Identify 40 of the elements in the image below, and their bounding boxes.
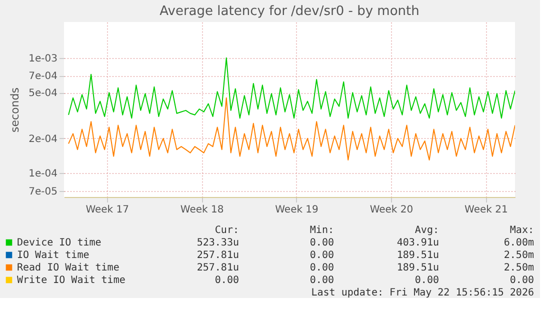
y-tick-label: 1e-04 bbox=[28, 168, 58, 180]
text: 257.81u bbox=[196, 262, 239, 274]
text: 257.81u bbox=[196, 250, 239, 261]
x-tick-label: Week 19 bbox=[275, 204, 318, 216]
y-tick-label: 2e-04 bbox=[28, 134, 58, 145]
text: 2.50m bbox=[504, 250, 534, 261]
x-tick-label: Week 20 bbox=[370, 204, 414, 216]
x-tick-label: Week 21 bbox=[464, 204, 508, 216]
text: 0.00 bbox=[310, 238, 334, 248]
text: 0.00 bbox=[310, 262, 334, 274]
text: 0.00 bbox=[214, 275, 239, 286]
text: 0.00 bbox=[310, 250, 334, 261]
text: Min: bbox=[310, 225, 334, 236]
chart-title: Average latency for /dev/sr0 - by month bbox=[160, 4, 420, 19]
y-tick-label: 7e-04 bbox=[28, 71, 58, 82]
text: 0.00 bbox=[310, 275, 334, 286]
text: Max: bbox=[510, 225, 534, 236]
y-tick-label: 5e-04 bbox=[28, 88, 58, 100]
x-tick-label: Week 17 bbox=[86, 204, 129, 216]
y-axis-title: seconds bbox=[8, 87, 22, 132]
legend-label: Read IO Wait time bbox=[17, 262, 120, 274]
text: 0.00 bbox=[414, 275, 439, 286]
text: 2.50m bbox=[504, 262, 534, 274]
y-tick-label: 7e-05 bbox=[28, 186, 58, 198]
text: 0.00 bbox=[510, 275, 534, 286]
text: 189.51u bbox=[396, 262, 439, 274]
legend-label: IO Wait time bbox=[17, 250, 90, 261]
x-tick-label: Week 18 bbox=[180, 204, 224, 216]
text: 6.00m bbox=[504, 238, 534, 248]
text: Cur: bbox=[214, 225, 239, 236]
legend-label: Device IO time bbox=[17, 238, 102, 248]
text: Avg: bbox=[414, 225, 439, 236]
text: 189.51u bbox=[396, 250, 439, 261]
line-series bbox=[68, 97, 515, 160]
text: 403.91u bbox=[396, 238, 439, 248]
line-series bbox=[68, 57, 515, 119]
text: 523.33u bbox=[196, 238, 239, 248]
y-tick-label: 1e-03 bbox=[28, 53, 58, 64]
legend-label: Write IO Wait time bbox=[17, 275, 126, 286]
text: Last update: Fri May 22 15:56:15 2026 bbox=[311, 288, 534, 298]
